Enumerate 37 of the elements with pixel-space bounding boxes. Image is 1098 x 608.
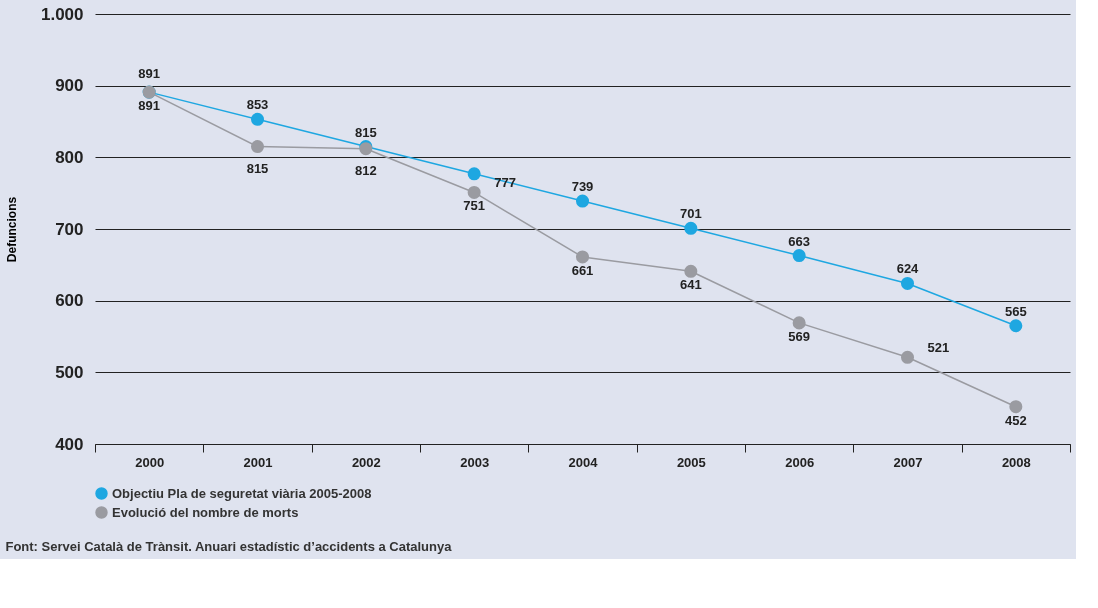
x-tick-label: 2004 bbox=[568, 454, 599, 470]
y-tick-label: 1.000 bbox=[40, 4, 84, 24]
data-label: 569 bbox=[788, 328, 811, 344]
data-label: 751 bbox=[463, 198, 486, 214]
data-label: 641 bbox=[679, 277, 702, 293]
y-axis-title: Defuncions bbox=[4, 196, 19, 263]
x-tick-label: 2008 bbox=[1001, 454, 1031, 470]
y-tick-label: 500 bbox=[55, 362, 84, 382]
data-label: 701 bbox=[679, 206, 702, 222]
x-tick-label: 2003 bbox=[460, 454, 490, 470]
data-label: 853 bbox=[246, 97, 269, 113]
data-label: 624 bbox=[896, 261, 920, 277]
data-label: 661 bbox=[571, 262, 594, 278]
x-tick-label: 2007 bbox=[893, 454, 923, 470]
data-label: 815 bbox=[354, 124, 377, 140]
x-tick-label: 2000 bbox=[135, 454, 165, 470]
data-label: 452 bbox=[1004, 412, 1027, 428]
legend-label: Evolució del nombre de morts bbox=[112, 504, 299, 520]
y-tick-label: 800 bbox=[55, 147, 84, 167]
y-tick-label: 900 bbox=[55, 76, 84, 96]
data-label: 521 bbox=[927, 340, 950, 356]
data-label: 812 bbox=[354, 162, 377, 178]
x-tick-label: 2002 bbox=[351, 454, 381, 470]
data-label: 565 bbox=[1004, 303, 1027, 319]
data-label: 891 bbox=[138, 66, 161, 82]
text: Font: Servei Català de Trànsit. Anuari estadístic d’accidents a Catalunya bbox=[5, 539, 453, 554]
x-tick-label: 2005 bbox=[676, 454, 706, 470]
x-tick-label: 2001 bbox=[243, 454, 273, 470]
y-tick-label: 600 bbox=[55, 291, 84, 311]
legend-label: Objectiu Pla de seguretat viària 2005-2008 bbox=[112, 485, 372, 501]
y-tick-label: 400 bbox=[55, 434, 84, 454]
data-label: 891 bbox=[138, 98, 161, 114]
data-label: 815 bbox=[246, 160, 269, 176]
data-label: 739 bbox=[571, 179, 594, 195]
data-label: 663 bbox=[788, 233, 811, 249]
x-tick-label: 2006 bbox=[785, 454, 815, 470]
y-tick-label: 700 bbox=[55, 219, 84, 239]
